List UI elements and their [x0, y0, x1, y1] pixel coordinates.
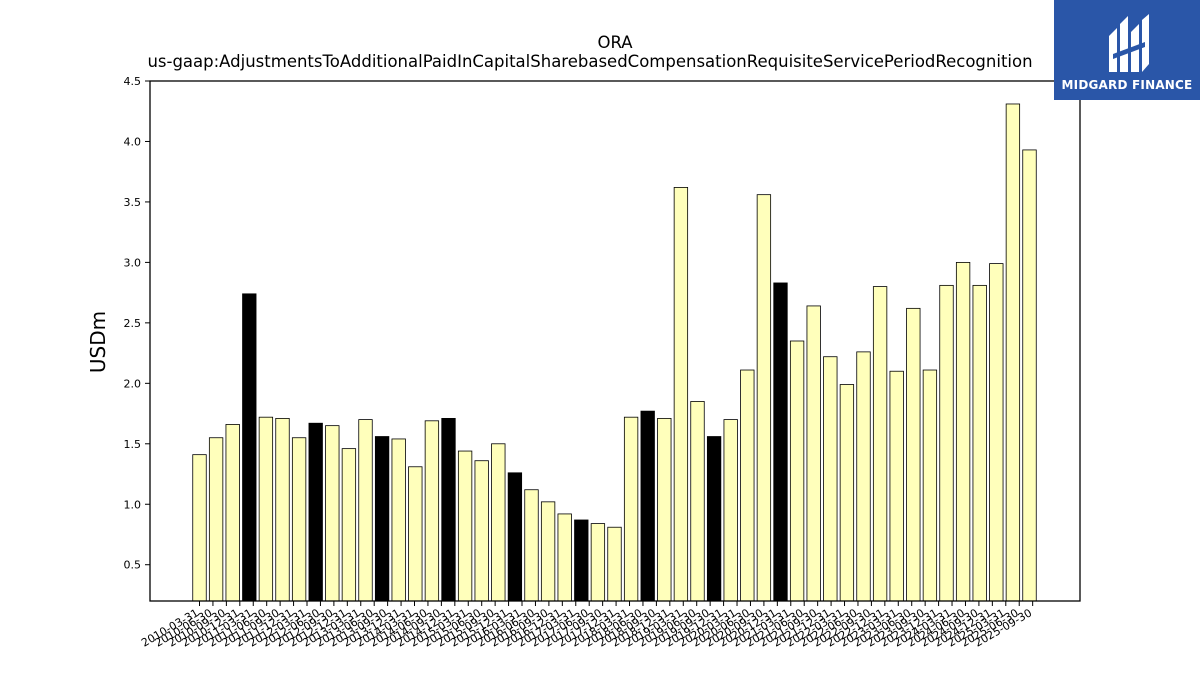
- y-tick-label: 4.5: [124, 75, 142, 88]
- bar-2022-03-31: [989, 263, 1004, 602]
- bar-2010-12-31: [242, 293, 257, 602]
- bar-2016-09-30: [623, 416, 639, 602]
- bar-2022-09-30: [1022, 149, 1037, 602]
- bar-2011-09-30: [291, 437, 307, 602]
- bar-2015-06-30: [540, 501, 556, 602]
- bar-2016-03-31: [590, 523, 606, 602]
- bar-2017-09-30: [690, 401, 705, 602]
- bar-2011-06-30: [275, 417, 290, 602]
- bar-2013-09-30: [424, 420, 440, 602]
- y-tick-label: 3.5: [124, 196, 142, 209]
- y-tick-label: 2.5: [124, 317, 142, 330]
- bar-2015-12-31: [574, 519, 589, 602]
- bar-2015-09-30: [557, 513, 572, 602]
- midgard-logo: MIDGARD FINANCE: [1054, 0, 1200, 100]
- bar-2013-06-30: [408, 466, 423, 602]
- bar-2012-09-30: [358, 419, 373, 602]
- x-axis: 2010-03-312010-06-302010-09-302010-12-31…: [139, 601, 1034, 650]
- plot-frame: [149, 80, 1081, 602]
- bar-2014-03-31: [457, 450, 473, 602]
- logo-text: MIDGARD FINANCE: [1061, 78, 1193, 92]
- bar-2014-12-31: [507, 472, 523, 602]
- bars-layer: [192, 103, 1037, 602]
- bar-2020-09-30: [889, 370, 904, 602]
- chart-title: ORA: [597, 33, 633, 52]
- bar-2020-12-31: [906, 307, 921, 602]
- bar-2017-12-31: [706, 436, 722, 602]
- bar-2020-06-30: [872, 286, 888, 602]
- bar-2012-12-31: [374, 436, 390, 602]
- y-tick-label: 2.0: [124, 377, 142, 390]
- y-tick-label: 4.0: [124, 135, 142, 148]
- y-axis: 0.5 1.0 1.5 2.0 2.5 3.0 3.5 4.0 4.5: [124, 75, 150, 572]
- bar-2013-03-31: [391, 438, 406, 602]
- y-tick-label: 1.0: [124, 498, 142, 511]
- bar-2019-06-30: [806, 305, 821, 602]
- bar-2011-03-31: [258, 416, 274, 602]
- bar-2018-09-30: [756, 194, 772, 602]
- y-tick-label: 1.5: [124, 438, 142, 451]
- bar-2010-03-31: [192, 454, 207, 602]
- bar-2021-12-31: [972, 284, 987, 602]
- y-tick-label: 3.0: [124, 256, 142, 269]
- bar-2013-12-31: [441, 417, 456, 602]
- bar-2019-12-31: [839, 384, 855, 602]
- bar-2018-12-31: [773, 282, 788, 602]
- bar-2021-06-30: [939, 284, 954, 602]
- bar-2012-06-30: [341, 448, 357, 602]
- bar-2014-06-30: [474, 460, 489, 602]
- bar-2021-03-31: [922, 369, 938, 602]
- y-tick-label: 0.5: [124, 559, 142, 572]
- bar-2010-06-30: [208, 437, 224, 602]
- bar-2016-12-31: [640, 410, 655, 602]
- bar-2017-06-30: [673, 187, 689, 602]
- bar-2017-03-31: [657, 417, 672, 602]
- bar-2020-03-31: [856, 351, 871, 602]
- bar-2012-03-31: [325, 425, 340, 602]
- bar-2019-09-30: [823, 356, 838, 602]
- bar-2021-09-30: [955, 261, 971, 602]
- bar-2010-09-30: [225, 424, 240, 602]
- y-axis-label: USDm: [86, 310, 110, 374]
- bar-2015-03-31: [524, 489, 539, 602]
- bar-2016-06-30: [607, 526, 622, 602]
- midgard-logo-icon: [1109, 14, 1149, 72]
- bar-2018-06-30: [740, 369, 755, 602]
- bar-2018-03-31: [723, 419, 738, 602]
- bar-2019-03-31: [789, 340, 805, 602]
- bar-2014-09-30: [491, 443, 506, 602]
- bar-2022-06-30: [1005, 103, 1021, 602]
- bar-2011-12-31: [308, 422, 323, 602]
- chart-subtitle: us-gaap:AdjustmentsToAdditionalPaidInCap…: [147, 52, 1033, 71]
